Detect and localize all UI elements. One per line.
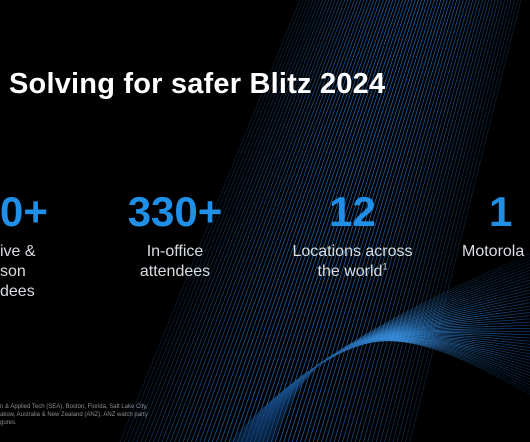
stat-label-line: dees (0, 283, 35, 300)
stat-label-line: the world (317, 263, 383, 280)
stat-value: 12 (329, 188, 376, 235)
stat-value: 330+ (127, 188, 223, 235)
stat-label: Locations across the world1 (275, 242, 430, 282)
stat-label-line-with-footnote: the world1 (275, 262, 430, 282)
stat-virtual-attendees: 0+ ive & son dees (0, 188, 60, 302)
stat-label-line: son (0, 263, 26, 280)
stat-label: In-office attendees (100, 242, 250, 282)
stat-value: 1 (489, 188, 513, 235)
footnote-marker: 1 (382, 261, 388, 272)
stat-label-line: attendees (139, 263, 211, 280)
stat-value: 0+ (0, 188, 48, 235)
footnote-line: gures. (0, 420, 17, 426)
stat-locations: 12 Locations across the world1 (275, 188, 430, 282)
stat-label: Motorola (462, 242, 530, 262)
footnote-line: akow, Australia & New Zealand (ANZ). ANZ… (0, 412, 148, 418)
footnote: n & Applied Tech (SEA), Boston, Florida,… (0, 403, 260, 427)
stat-label-line: In-office (146, 243, 204, 260)
stat-label-line: Locations across (292, 243, 413, 260)
stat-label-line: Motorola (462, 243, 525, 260)
stat-label: ive & son dees (0, 242, 60, 302)
slide-title: Solving for safer Blitz 2024 (9, 68, 386, 100)
stat-label-line: ive & (0, 243, 36, 260)
stat-motorola: 1 Motorola (462, 188, 530, 262)
footnote-line: n & Applied Tech (SEA), Boston, Florida,… (0, 404, 148, 410)
stat-in-office-attendees: 330+ In-office attendees (100, 188, 250, 282)
